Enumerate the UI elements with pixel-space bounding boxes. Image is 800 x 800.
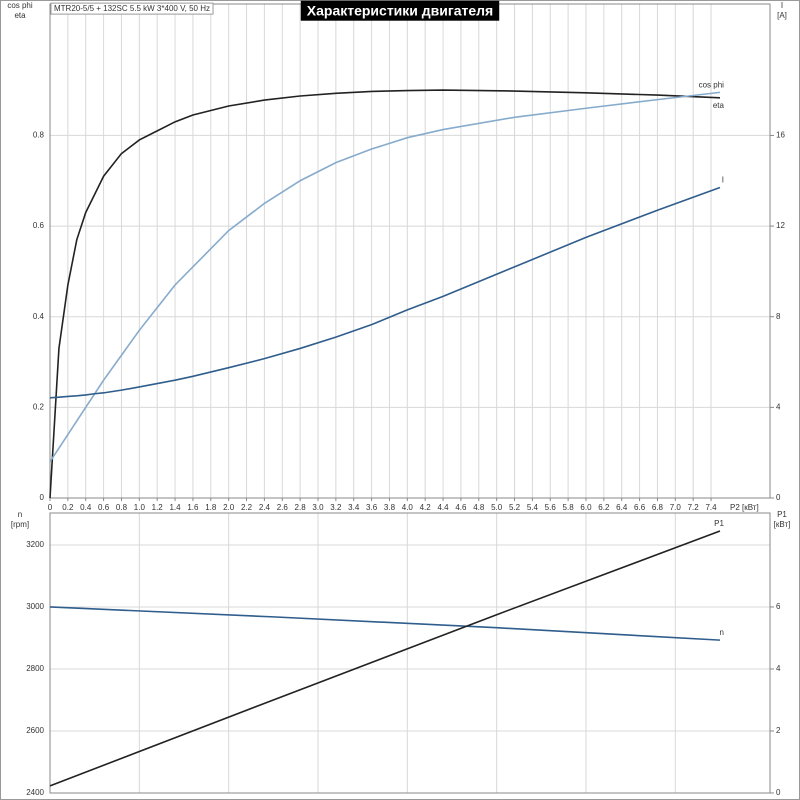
x-tick-label: 3.8 (384, 503, 396, 512)
x-tick-label: 2.0 (223, 503, 235, 512)
y2-axis-label: [кВт] (774, 520, 791, 529)
x-tick-label: 0.6 (98, 503, 110, 512)
x-tick-label: 4.2 (420, 503, 432, 512)
x-tick-label: 6.8 (652, 503, 664, 512)
series-label: I (722, 176, 724, 185)
x-tick-label: 2.4 (259, 503, 271, 512)
series-label: P1 (714, 519, 724, 528)
y-tick-label: 2400 (26, 788, 44, 797)
x-axis-label: P2 [кВт] (730, 503, 759, 512)
plot-frame (49, 512, 771, 794)
x-tick-label: 7.4 (705, 503, 717, 512)
y2-tick-label: 0 (776, 788, 781, 797)
y2-tick-label: 12 (776, 221, 785, 230)
x-tick-label: 2.6 (277, 503, 289, 512)
x-tick-label: 5.8 (563, 503, 575, 512)
y2-tick-label: 4 (776, 664, 781, 673)
y-tick-label: 3000 (26, 602, 44, 611)
y2-axis-label: [A] (777, 11, 787, 20)
chart-title: Характеристики двигателя (307, 3, 493, 19)
title-box (300, 0, 500, 21)
x-tick-label: 5.2 (509, 503, 521, 512)
x-tick-label: 5.0 (491, 503, 503, 512)
y-tick-label: 2600 (26, 726, 44, 735)
series-label: cos phi (699, 80, 725, 89)
x-tick-label: 6.4 (616, 503, 628, 512)
x-tick-label: 3.4 (348, 503, 360, 512)
series-label: n (720, 628, 724, 637)
y-tick-label: 0.2 (33, 402, 45, 411)
x-tick-label: 7.2 (688, 503, 700, 512)
series-line (49, 530, 721, 787)
x-tick-label: 4.8 (473, 503, 485, 512)
x-tick-label: 6.2 (598, 503, 610, 512)
x-tick-label: 0.8 (116, 503, 128, 512)
series-label: eta (713, 101, 725, 110)
x-tick-label: 0.2 (62, 503, 74, 512)
x-tick-label: 0 (48, 503, 53, 512)
x-tick-label: 7.0 (670, 503, 682, 512)
y-tick-label: 3200 (26, 540, 44, 549)
y2-tick-label: 0 (776, 493, 781, 502)
x-tick-label: 6.6 (634, 503, 646, 512)
x-tick-label: 1.6 (187, 503, 199, 512)
series-line (49, 91, 721, 463)
x-tick-label: 1.0 (134, 503, 146, 512)
x-tick-label: 2.8 (295, 503, 307, 512)
x-tick-label: 3.6 (366, 503, 378, 512)
x-tick-label: 5.6 (545, 503, 557, 512)
x-tick-label: 2.2 (241, 503, 253, 512)
chart-subtitle: MTR20-5/5 + 132SC 5.5 kW 3*400 V, 50 Hz (54, 4, 210, 13)
x-tick-label: 4.4 (437, 503, 449, 512)
y2-tick-label: 4 (776, 402, 781, 411)
y-axis-label: cos phi (7, 1, 33, 10)
series-line (49, 89, 721, 499)
y-tick-label: 0.8 (33, 131, 45, 140)
x-tick-label: 0.4 (80, 503, 92, 512)
x-tick-label: 4.0 (402, 503, 414, 512)
y2-tick-label: 6 (776, 602, 781, 611)
x-tick-label: 1.4 (169, 503, 181, 512)
x-tick-label: 5.4 (527, 503, 539, 512)
x-tick-label: 1.8 (205, 503, 217, 512)
y-axis-label: n (18, 510, 22, 519)
x-tick-label: 3.0 (312, 503, 324, 512)
x-tick-label: 1.2 (152, 503, 164, 512)
y2-axis-label: P1 (777, 510, 787, 519)
x-tick-label: 4.6 (455, 503, 467, 512)
y-tick-label: 0 (40, 493, 45, 502)
y2-tick-label: 8 (776, 312, 781, 321)
y-tick-label: 0.6 (33, 221, 45, 230)
x-tick-label: 6.0 (580, 503, 592, 512)
y-tick-label: 2800 (26, 664, 44, 673)
y-tick-label: 0.4 (33, 312, 45, 321)
y-axis-label: [rpm] (11, 520, 29, 529)
y2-tick-label: 2 (776, 726, 781, 735)
series-line (49, 186, 721, 399)
series-line (49, 606, 721, 641)
x-tick-label: 3.2 (330, 503, 342, 512)
y2-tick-label: 16 (776, 131, 785, 140)
subtitle-box (50, 2, 214, 15)
y2-axis-label: I (781, 1, 783, 10)
y-axis-label: eta (14, 11, 26, 20)
plot-frame (49, 3, 771, 499)
